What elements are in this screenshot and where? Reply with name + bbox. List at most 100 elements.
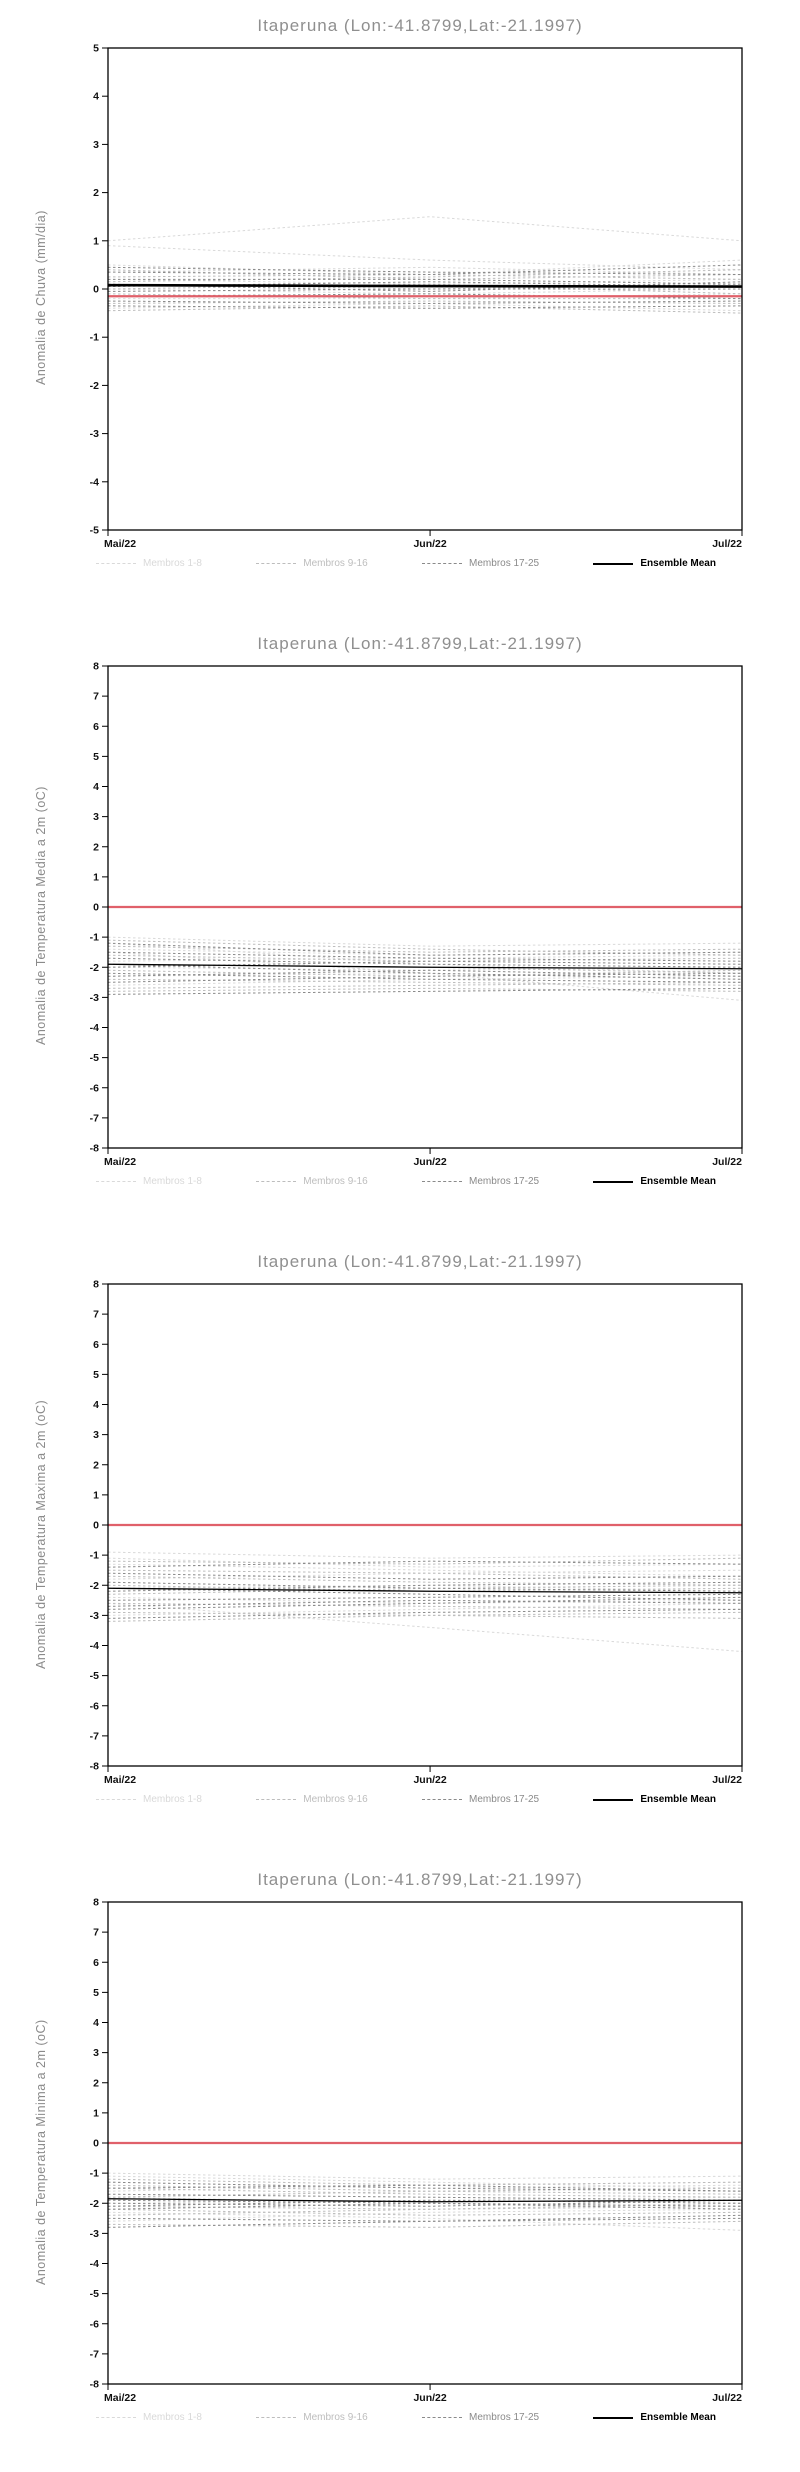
- legend-label: Membros 1-8: [143, 1794, 202, 1805]
- legend-item: Ensemble Mean: [593, 2412, 716, 2423]
- x-tick-label: Jul/22: [712, 1774, 742, 1786]
- y-tick-label: 3: [93, 139, 99, 151]
- member-line: [107, 2208, 743, 2216]
- x-tick-label: Jul/22: [712, 2392, 742, 2404]
- plot-border: [107, 47, 743, 531]
- y-tick-label: 5: [93, 1369, 99, 1381]
- x-tick-label: Jun/22: [413, 1774, 446, 1786]
- member-line: [107, 2199, 743, 2207]
- y-tick-label: 2: [93, 187, 99, 199]
- y-tick-label: -8: [90, 1143, 99, 1155]
- plot-border: [107, 1901, 743, 2385]
- plot-border: [107, 1283, 743, 1767]
- member-line: [107, 1614, 743, 1622]
- legend-label: Membros 9-16: [303, 1794, 368, 1805]
- legend-item: Membros 17-25: [422, 1794, 539, 1805]
- y-tick-label: -5: [90, 525, 99, 537]
- member-line: [107, 288, 742, 292]
- legend-item: Membros 9-16: [256, 2412, 368, 2423]
- member-line: [107, 942, 743, 956]
- member-line: [107, 2172, 743, 2180]
- ensemble-mean-line: [107, 283, 743, 288]
- y-tick-label: 2: [93, 1459, 99, 1471]
- plot-row: Anomalia de Temperatura Media a 2m (oC) …: [30, 658, 800, 1174]
- y-tick-label: -5: [90, 1052, 99, 1064]
- y-tick-label: 1: [93, 1489, 99, 1501]
- y-tick-label: 4: [93, 91, 99, 103]
- x-tick-label: Jul/22: [712, 538, 742, 550]
- y-tick-label: -6: [90, 1082, 99, 1094]
- y-tick-label: 7: [93, 691, 99, 703]
- legend-item: Membros 9-16: [256, 558, 368, 569]
- y-tick-label: -7: [90, 1112, 99, 1124]
- legend-item: Membros 17-25: [422, 2412, 539, 2423]
- y-tick-label: -8: [90, 2379, 99, 2391]
- member-line: [107, 936, 743, 947]
- y-tick-label: -4: [90, 1640, 99, 1652]
- y-tick-label: 4: [93, 781, 99, 793]
- member-line: [107, 951, 743, 962]
- plot-border: [107, 665, 743, 1149]
- y-tick-label: 1: [93, 2107, 99, 2119]
- member-line: [107, 1593, 743, 1601]
- x-tick-label: Mai/22: [104, 1774, 136, 1786]
- plot-area-min-temp: -8 -7 -6 -5 -4 -3 -2 -1 0 1 2 3 4 5 6 7 8 Mai/22 Jun/22 Jul…: [90, 1897, 743, 2404]
- x-tick-label: Mai/22: [104, 1156, 136, 1168]
- x-tick-label: Jun/22: [413, 1156, 446, 1168]
- y-tick-label: 8: [93, 1897, 99, 1909]
- y-axis-label: Anomalia de Temperatura Minima a 2m (oC): [34, 2019, 48, 2285]
- legend-item: Membros 1-8: [96, 558, 202, 569]
- member-line: [107, 1596, 743, 1610]
- legend-item: Membros 1-8: [96, 2412, 202, 2423]
- member-line: [107, 1602, 743, 1653]
- legend-label: Membros 17-25: [469, 558, 540, 569]
- member-line: [107, 2211, 743, 2231]
- member-line: [107, 1563, 743, 1577]
- member-line: [107, 305, 743, 314]
- member-line: [107, 963, 743, 980]
- plot-area-precip: -5 -4 -3 -2 -1 0 1 2 3 4 5 Mai/22 Jun/22 Jul/22: [90, 43, 743, 550]
- legend-line-sample: [422, 1181, 463, 1182]
- chart-title: Itaperuna (Lon:-41.8799,Lat:-21.1997): [257, 16, 583, 35]
- y-tick-label: -1: [90, 1550, 99, 1562]
- legend-item: Membros 9-16: [256, 1794, 368, 1805]
- ensemble-mean-line: [107, 963, 743, 970]
- legend: Membros 1-8 Membros 9-16 Membros 17-25 Ense…: [96, 1794, 716, 1805]
- y-tick-label: 2: [93, 841, 99, 853]
- legend-label: Membros 1-8: [143, 1176, 202, 1187]
- chart-panel-max-temp-anomaly: Itaperuna (Lon:-41.8799,Lat:-21.1997) An…: [0, 1236, 800, 1854]
- y-tick-label: -3: [90, 2228, 99, 2240]
- y-tick-label: 7: [93, 1309, 99, 1321]
- y-axis-label: Anomalia de Temperatura Maxima a 2m (oC): [34, 1399, 48, 1669]
- y-tick-label: 8: [93, 661, 99, 673]
- ensemble-mean-line: [107, 1587, 743, 1594]
- y-tick-label: 4: [93, 2017, 99, 2029]
- y-tick-label: 0: [93, 2138, 99, 2150]
- y-tick-label: 0: [93, 284, 99, 296]
- y-tick-label: -6: [90, 1700, 99, 1712]
- plot-area-mean-temp: -8 -7 -6 -5 -4 -3 -2 -1 0 1 2 3 4 5 6 7 8 Mai/22 Jun/22 Jul…: [90, 661, 743, 1168]
- y-tick-label: -3: [90, 428, 99, 440]
- legend-label: Membros 1-8: [143, 558, 202, 569]
- member-line: [107, 1560, 743, 1568]
- y-tick-label: -7: [90, 1730, 99, 1742]
- member-line: [107, 245, 743, 271]
- legend-item: Ensemble Mean: [593, 1176, 716, 1187]
- member-line: [107, 987, 743, 995]
- chart-title: Itaperuna (Lon:-41.8799,Lat:-21.1997): [257, 634, 583, 653]
- legend-item: Membros 17-25: [422, 1176, 539, 1187]
- legend-line-sample: [593, 2416, 634, 2419]
- legend-line-sample: [593, 1798, 634, 1801]
- legend-item: Membros 9-16: [256, 1176, 368, 1187]
- member-line: [107, 969, 743, 977]
- member-line: [107, 1581, 743, 1592]
- legend-line-sample: [422, 563, 463, 564]
- chart-panel-mean-temp-anomaly: Itaperuna (Lon:-41.8799,Lat:-21.1997) An…: [0, 618, 800, 1236]
- legend: Membros 1-8 Membros 9-16 Membros 17-25 Ense…: [96, 1176, 716, 1187]
- member-line: [107, 1572, 743, 1580]
- y-tick-label: -1: [90, 332, 99, 344]
- x-tick-label: Jul/22: [712, 1156, 742, 1168]
- y-tick-label: -1: [90, 2168, 99, 2180]
- y-tick-label: 6: [93, 1339, 99, 1351]
- x-tick-label: Jun/22: [413, 538, 446, 550]
